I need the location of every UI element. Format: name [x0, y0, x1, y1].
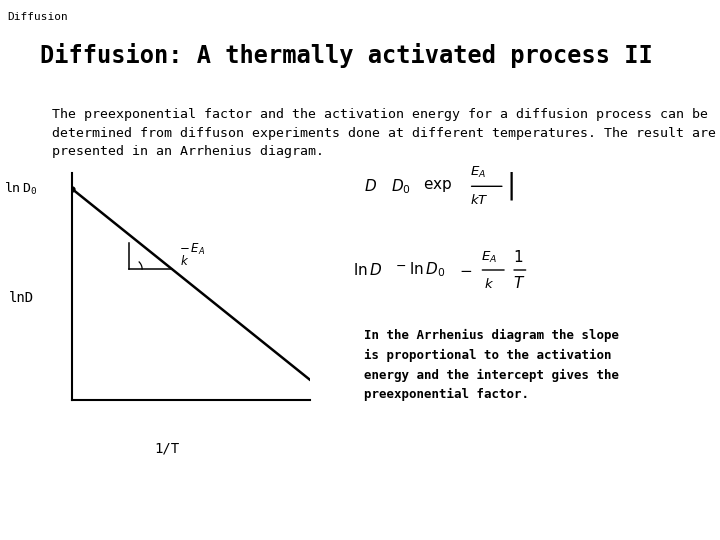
Text: $T$: $T$: [513, 275, 525, 292]
Text: $\mathregular{ln\,D_0}$: $\mathregular{ln\,D_0}$: [4, 180, 37, 197]
Text: The preexponential factor and the activation energy for a diffusion process can : The preexponential factor and the activa…: [52, 108, 716, 158]
Text: $kT$: $kT$: [470, 193, 489, 207]
Text: lnD: lnD: [9, 291, 34, 305]
Text: $k$: $k$: [484, 276, 494, 291]
Text: $-\,E_A$: $-\,E_A$: [179, 242, 205, 257]
Text: Diffusion: A thermally activated process II: Diffusion: A thermally activated process…: [40, 43, 652, 68]
Text: $|$: $|$: [506, 170, 514, 202]
Text: In the Arrhenius diagram the slope
is proportional to the activation
energy and : In the Arrhenius diagram the slope is pr…: [364, 329, 618, 401]
Text: $\mathrm{exp}$: $\mathrm{exp}$: [423, 178, 452, 194]
Text: $1$: $1$: [513, 249, 523, 265]
Text: $-$: $-$: [395, 259, 405, 272]
Text: $\mathrm{ln}\,D_0$: $\mathrm{ln}\,D_0$: [409, 261, 445, 279]
Text: $E_A$: $E_A$: [470, 165, 486, 180]
Text: Diffusion: Diffusion: [7, 12, 68, 22]
Text: 1/T: 1/T: [155, 441, 179, 455]
Text: $E_A$: $E_A$: [481, 249, 497, 265]
Text: $D$: $D$: [364, 178, 377, 194]
Text: $D_0$: $D_0$: [391, 177, 411, 195]
Text: $-$: $-$: [459, 262, 472, 278]
Text: $k$: $k$: [180, 254, 189, 268]
Text: $\mathrm{ln}\,D$: $\mathrm{ln}\,D$: [353, 262, 382, 278]
